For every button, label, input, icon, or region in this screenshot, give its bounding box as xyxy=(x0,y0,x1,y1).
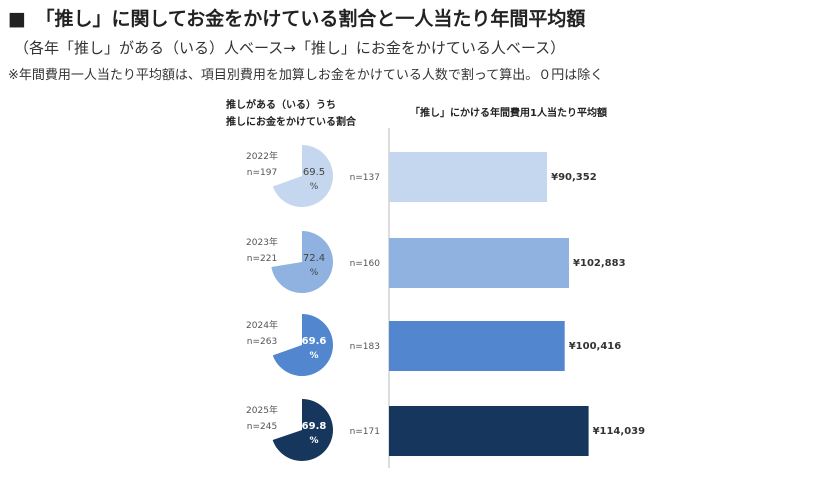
bar-3 xyxy=(389,406,589,456)
bar-n-label-3: n=171 xyxy=(350,427,380,437)
pie-slice-3 xyxy=(272,399,333,461)
footnote: ※年間費用一人当たり平均額は、項目別費用を加算しお金をかけている人数で割って算出… xyxy=(8,68,604,83)
bar-value-label-1: ¥102,883 xyxy=(573,258,626,269)
pie-header-line-2: 推しにお金をかけている割合 xyxy=(226,117,356,128)
pie-unit-label-1: % xyxy=(310,268,319,278)
pie-slice-0 xyxy=(272,145,333,207)
bar-n-label-1: n=160 xyxy=(350,259,381,269)
bar-value-label-0: ¥90,352 xyxy=(551,172,597,183)
pie-value-label-0: 69.5 xyxy=(303,167,325,178)
pie-n-label-1: n=221 xyxy=(247,254,277,264)
bar-2 xyxy=(389,321,565,371)
pie-year-label-0: 2022年 xyxy=(246,150,278,162)
pie-slice-1 xyxy=(271,231,333,293)
pie-value-label-3: 69.8 xyxy=(302,421,327,432)
pie-year-label-1: 2023年 xyxy=(246,236,278,248)
bar-value-label-2: ¥100,416 xyxy=(569,341,622,352)
pie-value-label-2: 69.6 xyxy=(302,336,327,347)
bar-n-label-2: n=183 xyxy=(350,342,380,352)
pie-n-label-0: n=197 xyxy=(247,168,277,178)
bar-n-label-0: n=137 xyxy=(350,173,380,183)
bar-chart-header: 「推し」にかける年間費用1人当たり平均額 xyxy=(410,108,607,119)
page-title: ■ 「推し」に関してお金をかけている割合と一人当たり年間平均額 xyxy=(8,8,586,30)
pie-year-label-3: 2025年 xyxy=(246,404,278,416)
pie-unit-label-3: % xyxy=(309,436,318,446)
pie-unit-label-0: % xyxy=(310,182,319,192)
pie-unit-label-2: % xyxy=(309,351,318,361)
pie-header-line-1: 推しがある（いる）うち xyxy=(226,100,336,111)
pie-n-label-2: n=263 xyxy=(247,337,277,347)
bar-value-label-3: ¥114,039 xyxy=(593,426,646,437)
pie-value-label-1: 72.4 xyxy=(303,253,325,264)
bar-0 xyxy=(389,152,548,202)
pie-slice-2 xyxy=(272,314,334,376)
pie-n-label-3: n=245 xyxy=(247,422,277,432)
bar-1 xyxy=(389,238,569,288)
page-subtitle: （各年「推し」がある（いる）人ベース→「推し」にお金をかけている人ベース） xyxy=(14,39,566,57)
pie-year-label-2: 2024年 xyxy=(246,319,278,331)
pie-chart-header: 推しがある（いる）うち 推しにお金をかけている割合 xyxy=(226,97,356,131)
